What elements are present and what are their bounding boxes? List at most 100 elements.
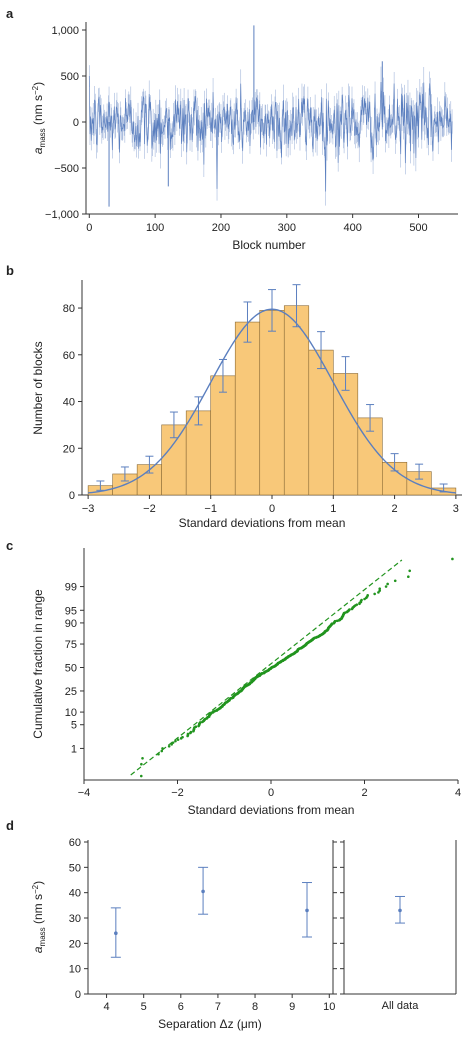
panel-b-histogram: −3 −2 −1 0 1 2 3 0 20 40 60 80 Standard deviations …: [31, 280, 462, 530]
panel-a-x-tick-label: 0: [86, 222, 92, 234]
panel-c-point: [176, 738, 180, 741]
panel-d-x-tick-label: 6: [178, 1001, 184, 1013]
panel-c-point: [384, 585, 388, 588]
panel-b-x-tick-label: −2: [143, 503, 156, 515]
panel-d-y-label: amass (nm s−2): [31, 881, 47, 953]
panel-b-y-tick-label: 20: [63, 443, 75, 455]
panel-a-y-tick-label: 0: [73, 117, 79, 129]
panel-a-y-label: amass (nm s−2): [31, 82, 47, 154]
panel-c-x-tick-label: −2: [171, 787, 184, 799]
panel-c-point: [373, 592, 376, 596]
panel-c-point: [348, 608, 351, 611]
panel-a-x-tick-label: 300: [278, 222, 296, 234]
panel-c-x-tick-label: 4: [455, 787, 461, 799]
panel-c-x-tick-label: −4: [78, 787, 91, 799]
panel-c-point: [157, 752, 160, 756]
panel-c-y-label: Cumulative fraction in range: [31, 589, 45, 739]
panel-d-y-tick-label: 40: [69, 888, 81, 900]
panel-d-all-data-point: [398, 908, 402, 913]
panel-c-point: [140, 762, 143, 766]
panel-c-y-tick-label: 1: [71, 743, 77, 755]
panel-d-separation-plot: 4 5 6 7 8 9 10 0 10 20 30 40 50 60 All data Separatio…: [31, 837, 457, 1031]
panel-c-x-tick-label: 0: [268, 787, 274, 799]
panel-c-y-tick-label: 95: [65, 605, 77, 617]
panel-b-y-tick-label: 80: [63, 303, 75, 315]
panel-c-point: [181, 735, 184, 739]
panel-c-point: [378, 587, 382, 591]
panel-c-point: [186, 732, 190, 736]
panel-b-y-tick-label: 0: [69, 490, 75, 502]
panel-d-point: [201, 889, 205, 894]
panel-b-x-tick-label: −1: [204, 503, 217, 515]
panel-c-point: [167, 744, 171, 748]
panel-a-x-tick-label: 500: [409, 222, 427, 234]
panel-b-gaussian-fit: [88, 308, 456, 494]
panel-d-x-tick-label: 10: [323, 1001, 335, 1013]
panel-a-y-tick-label: 500: [61, 71, 79, 83]
panel-b-x-label: Standard deviations from mean: [179, 516, 346, 530]
panel-c-y-tick-label: 75: [65, 639, 77, 651]
panel-c-point: [355, 603, 359, 606]
panel-c-point: [170, 743, 173, 746]
panel-c-point: [171, 741, 175, 744]
panel-d-x-tick-label: 8: [252, 1001, 258, 1013]
panel-d-y-tick-label: 0: [75, 989, 81, 1001]
panel-b-y-tick-label: 40: [63, 397, 75, 409]
panel-d-y-tick-label: 60: [69, 837, 81, 849]
panel-b-bar: [308, 349, 334, 496]
panel-b-bar: [332, 373, 359, 496]
panel-d-y-tick-label: 20: [69, 938, 81, 950]
panel-c-reference-line: [130, 559, 403, 776]
panel-a-y-tick-label: −500: [54, 163, 79, 175]
panel-d-y-tick-label: 50: [69, 862, 81, 874]
panel-label-b: b: [6, 263, 14, 278]
panel-c-x-label: Standard deviations from mean: [188, 803, 355, 817]
panel-c-point: [333, 619, 337, 623]
panel-b-x-tick-label: 3: [453, 503, 459, 515]
panel-d-y-tick-label: 10: [69, 964, 81, 976]
panel-c-point: [141, 756, 144, 760]
panel-d-x-tick-label: 5: [141, 1001, 147, 1013]
panel-b-bar: [259, 310, 285, 496]
panel-a-x-tick-label: 100: [146, 222, 164, 234]
panel-c-y-tick-label: 5: [71, 720, 77, 732]
panel-c-y-tick-label: 10: [65, 707, 77, 719]
panel-c-point: [366, 594, 370, 597]
panel-c-point: [194, 725, 198, 729]
panel-a-timeseries: 0 100 200 300 400 500 −1,000 −500 0 500 1,000 Bloc…: [31, 22, 458, 252]
panel-b-x-tick-label: 1: [330, 503, 336, 515]
panel-c-point: [451, 557, 454, 561]
panel-d-all-data-label: All data: [382, 1000, 420, 1012]
panel-c-point: [407, 575, 410, 579]
panel-c-point: [393, 579, 397, 583]
panel-b-y-tick-label: 60: [63, 350, 75, 362]
panel-c-y-tick-label: 25: [65, 686, 77, 698]
panel-c-point: [174, 739, 177, 743]
panel-a-x-tick-label: 200: [212, 222, 230, 234]
panel-b-y-label: Number of blocks: [31, 341, 45, 434]
panel-b-x-tick-label: 2: [392, 503, 398, 515]
panel-c-point: [189, 730, 193, 734]
panel-c-point: [360, 598, 363, 602]
panel-c-point: [386, 582, 389, 586]
panel-c-point: [378, 589, 382, 592]
panel-d-point: [114, 931, 118, 935]
panel-d-x-tick-label: 7: [215, 1001, 221, 1013]
panel-b-bar: [234, 321, 261, 496]
panel-a-y-tick-label: 1,000: [51, 25, 79, 37]
panel-c-point: [160, 749, 164, 753]
panel-d-point: [305, 908, 309, 913]
panel-d-y-tick-label: 30: [69, 913, 81, 925]
panel-c-point: [139, 774, 143, 778]
panel-label-d: d: [6, 818, 14, 833]
panel-a-x-tick-label: 400: [343, 222, 361, 234]
panel-a-series-line: [88, 76, 453, 192]
panel-d-x-tick-label: 4: [103, 1001, 109, 1013]
panel-c-point: [198, 721, 202, 724]
panel-c-x-tick-label: 2: [361, 787, 367, 799]
panel-label-c: c: [6, 538, 13, 553]
panel-d-x-label: Separation Δz (μm): [158, 1017, 262, 1031]
panel-d-x-tick-label: 9: [289, 1001, 295, 1013]
